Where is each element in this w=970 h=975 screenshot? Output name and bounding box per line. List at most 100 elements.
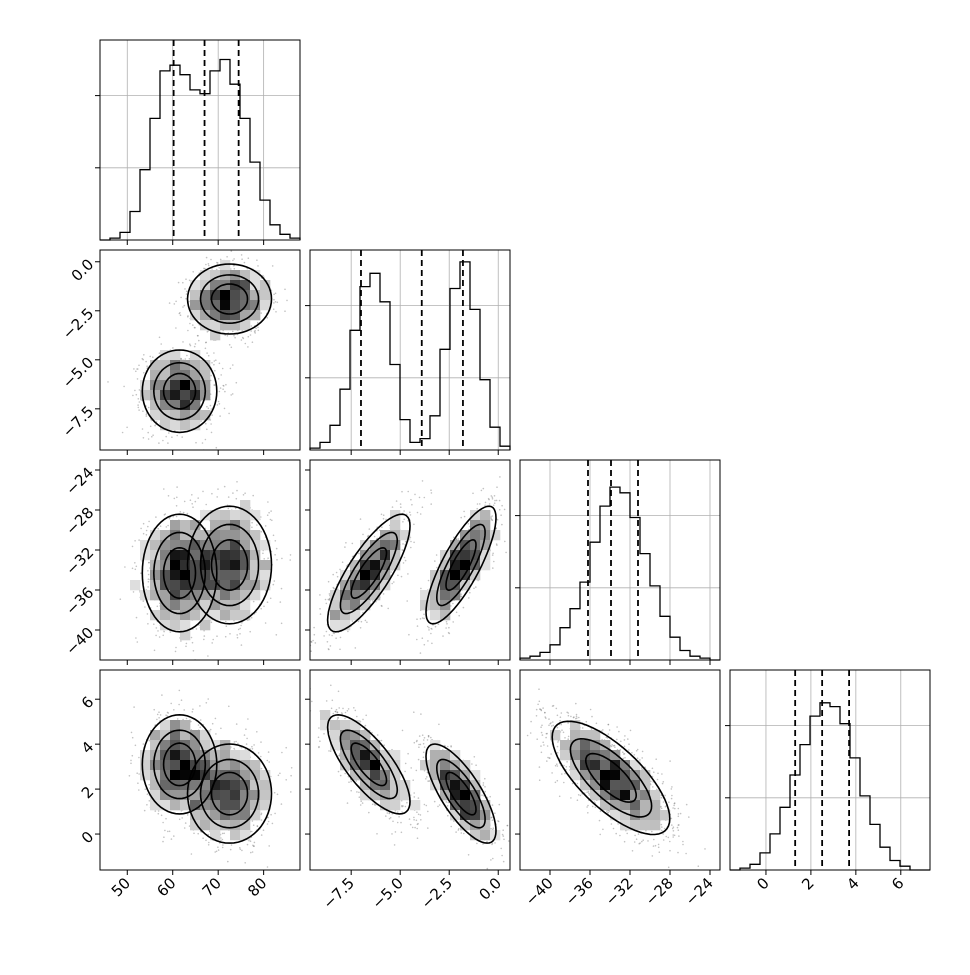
sample-point xyxy=(219,363,221,365)
sample-point xyxy=(133,591,135,593)
sample-point xyxy=(250,330,252,332)
sample-point xyxy=(148,407,150,409)
sample-point xyxy=(274,554,276,556)
sample-point xyxy=(248,336,250,338)
density-cell xyxy=(220,290,230,300)
sample-point xyxy=(163,488,165,490)
sample-point xyxy=(273,584,275,586)
sample-point xyxy=(216,635,218,637)
sample-point xyxy=(175,647,177,649)
sample-point xyxy=(187,513,189,515)
sample-point xyxy=(183,512,185,514)
sample-point xyxy=(271,520,273,522)
sample-point xyxy=(189,358,191,360)
sample-point xyxy=(138,365,140,367)
sample-point xyxy=(212,639,214,641)
sample-point xyxy=(134,562,136,564)
density-cell xyxy=(200,270,210,280)
sample-point xyxy=(180,297,182,299)
sample-point xyxy=(149,356,151,358)
sample-point xyxy=(310,650,312,652)
sample-point xyxy=(175,651,177,653)
sample-point xyxy=(272,265,274,267)
sample-point xyxy=(157,630,159,632)
y-tick-label: −2.5 xyxy=(59,304,97,342)
sample-point xyxy=(148,574,150,576)
sample-point xyxy=(225,621,227,623)
sample-point xyxy=(232,364,234,366)
sample-point xyxy=(214,370,216,372)
density-cell xyxy=(180,390,190,400)
sample-point xyxy=(284,310,286,312)
sample-point xyxy=(140,572,142,574)
sample-point xyxy=(138,407,140,409)
sample-point xyxy=(148,578,150,580)
sample-point xyxy=(431,643,433,645)
sample-point xyxy=(148,438,150,440)
sample-point xyxy=(252,341,254,343)
sample-point xyxy=(192,506,194,508)
histogram-panel xyxy=(515,460,720,665)
sample-point xyxy=(210,405,212,407)
sample-point xyxy=(280,601,282,603)
sample-point xyxy=(159,337,161,339)
sample-point xyxy=(179,313,181,315)
x-tick-label: 0 xyxy=(753,874,772,893)
sample-point xyxy=(236,634,238,636)
sample-point xyxy=(154,650,156,652)
sample-point xyxy=(184,305,186,307)
sample-point xyxy=(206,406,208,408)
sample-point xyxy=(261,531,263,533)
sample-point xyxy=(229,344,231,346)
density-cell xyxy=(170,560,180,570)
sample-point xyxy=(270,598,272,600)
sample-point xyxy=(143,600,145,602)
sample-point xyxy=(203,639,205,641)
sample-point xyxy=(126,427,128,429)
sample-point xyxy=(107,381,109,383)
sample-point xyxy=(247,346,249,348)
sample-point xyxy=(270,510,272,512)
sample-point xyxy=(195,501,197,503)
sample-point xyxy=(267,514,269,516)
sample-point xyxy=(234,337,236,339)
sample-point xyxy=(167,442,169,444)
sample-point xyxy=(207,655,209,657)
density-cell xyxy=(190,290,200,300)
sample-point xyxy=(251,617,253,619)
sample-point xyxy=(263,558,265,560)
density-cell xyxy=(200,510,210,520)
sample-point xyxy=(239,633,241,635)
sample-point xyxy=(205,439,207,441)
sample-point xyxy=(233,258,235,260)
sample-point xyxy=(267,557,269,559)
sample-point xyxy=(189,323,191,325)
y-tick-label: −5.0 xyxy=(59,353,97,391)
sample-point xyxy=(191,494,193,496)
sample-point xyxy=(143,523,145,525)
sample-point xyxy=(275,301,277,303)
sample-point xyxy=(180,511,182,513)
sample-point xyxy=(148,581,150,583)
sample-point xyxy=(218,378,220,380)
sample-point xyxy=(245,343,247,345)
sample-point xyxy=(231,347,233,349)
sample-point xyxy=(133,368,135,370)
sample-point xyxy=(139,389,141,391)
density-cell xyxy=(180,560,190,570)
sample-point xyxy=(224,486,226,488)
sample-point xyxy=(135,637,137,639)
sample-point xyxy=(254,331,256,333)
sample-point xyxy=(174,498,176,500)
sample-point xyxy=(218,401,220,403)
density-cell xyxy=(230,560,240,570)
sample-point xyxy=(158,442,160,444)
sample-point xyxy=(275,540,277,542)
density-cell xyxy=(240,560,250,570)
density-cell xyxy=(160,610,170,620)
density-cell xyxy=(160,570,170,580)
density-cell xyxy=(220,590,230,600)
panel-background xyxy=(730,670,930,870)
density-cell xyxy=(180,520,190,530)
density-cell xyxy=(230,550,240,560)
